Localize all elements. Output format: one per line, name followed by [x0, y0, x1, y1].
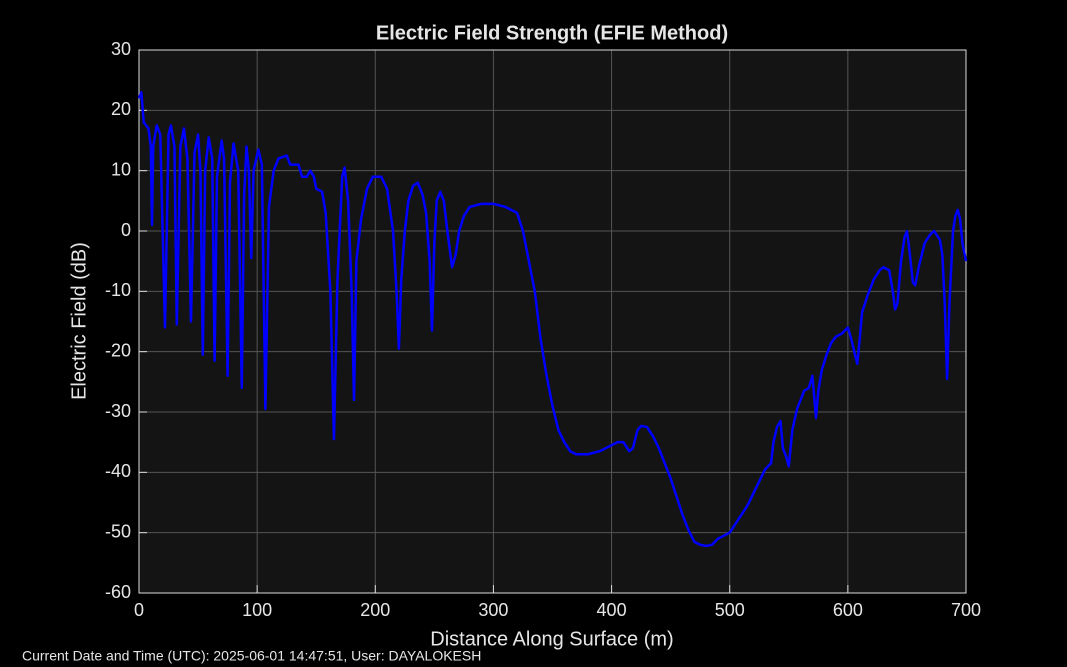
x-tick-label: 400	[597, 600, 627, 620]
y-tick-label: -40	[105, 461, 131, 481]
y-tick-label: 20	[111, 99, 131, 119]
data-line	[137, 90, 968, 548]
y-tick-label: 10	[111, 159, 131, 179]
y-tick-label: 0	[121, 220, 131, 240]
x-tick-label: 600	[833, 600, 863, 620]
x-tick-label: 300	[478, 600, 508, 620]
y-tick-label: -60	[105, 582, 131, 602]
plot-area	[139, 50, 966, 593]
x-tick-label: 100	[242, 600, 272, 620]
y-tick-label: 30	[111, 39, 131, 59]
chart-title: Electric Field Strength (EFIE Method)	[376, 22, 728, 44]
x-tick-label: 500	[715, 600, 745, 620]
axes-box	[138, 49, 967, 594]
y-tick-label: -10	[105, 280, 131, 300]
x-tick-label: 700	[951, 600, 981, 620]
y-tick-label: -50	[105, 521, 131, 541]
y-tick-label: -30	[105, 401, 131, 421]
x-tick-label: 200	[360, 600, 390, 620]
y-tick-label: -20	[105, 340, 131, 360]
y-axis-label: Electric Field (dB)	[68, 242, 90, 400]
x-tick-label: 0	[134, 600, 144, 620]
x-axis-label: Distance Along Surface (m)	[430, 628, 673, 650]
footer: Current Date and Time (UTC): 2025-06-01 …	[22, 648, 481, 664]
